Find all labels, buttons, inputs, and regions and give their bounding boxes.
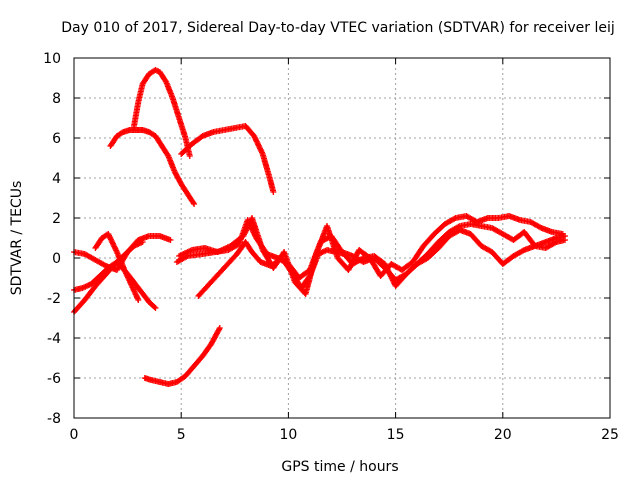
data-points xyxy=(71,67,568,387)
plot-frame xyxy=(73,57,611,419)
data-point xyxy=(139,239,146,245)
y-tick-label: 2 xyxy=(52,211,61,227)
data-point xyxy=(270,189,277,195)
series-arc-4 xyxy=(141,325,223,387)
x-tick-label: 10 xyxy=(279,427,297,443)
data-point xyxy=(167,237,174,243)
series-arc-1 xyxy=(107,127,198,207)
data-point xyxy=(519,247,526,254)
series-arc-7 xyxy=(71,239,146,293)
y-tick-label: -6 xyxy=(47,371,61,387)
x-tick-label: 5 xyxy=(177,427,186,443)
y-tick-label: -4 xyxy=(47,331,61,347)
series-arc-3 xyxy=(178,123,277,195)
data-point xyxy=(186,153,193,159)
x-axis-label: GPS time / hours xyxy=(281,459,398,475)
data-point xyxy=(151,304,158,310)
x-tick-labels: 0 5 10 15 20 25 xyxy=(70,427,619,443)
series-arc-10 xyxy=(173,217,568,283)
x-tick-label: 20 xyxy=(494,427,512,443)
data-point xyxy=(216,326,223,333)
data-point xyxy=(135,297,142,303)
series-arc-2 xyxy=(131,67,193,159)
axis-ticks xyxy=(73,57,611,419)
data-point xyxy=(451,215,458,222)
y-tick-label: 8 xyxy=(52,91,61,107)
data-point xyxy=(191,201,198,207)
data-point xyxy=(190,199,197,206)
x-tick-label: 25 xyxy=(601,427,619,443)
y-tick-label: 10 xyxy=(43,51,61,67)
y-axis-label: SDTVAR / TECUs xyxy=(9,181,25,296)
y-tick-label: -2 xyxy=(47,291,61,307)
x-tick-label: 15 xyxy=(387,427,405,443)
data-point xyxy=(216,325,223,331)
series-arc-11 xyxy=(176,213,566,297)
series-arc-8 xyxy=(92,231,142,303)
y-tick-label: -8 xyxy=(47,411,61,427)
data-point xyxy=(559,231,566,237)
x-tick-label: 0 xyxy=(70,427,79,443)
chart-title: Day 010 of 2017, Sidereal Day-to-day VTE… xyxy=(61,20,615,36)
y-tick-label: 0 xyxy=(52,251,61,267)
y-tick-labels: -8 -6 -4 -2 0 2 4 6 8 10 xyxy=(43,51,61,427)
y-tick-label: 4 xyxy=(52,171,61,187)
data-point xyxy=(152,305,159,311)
y-tick-label: 6 xyxy=(52,131,61,147)
grid-lines xyxy=(74,58,610,418)
